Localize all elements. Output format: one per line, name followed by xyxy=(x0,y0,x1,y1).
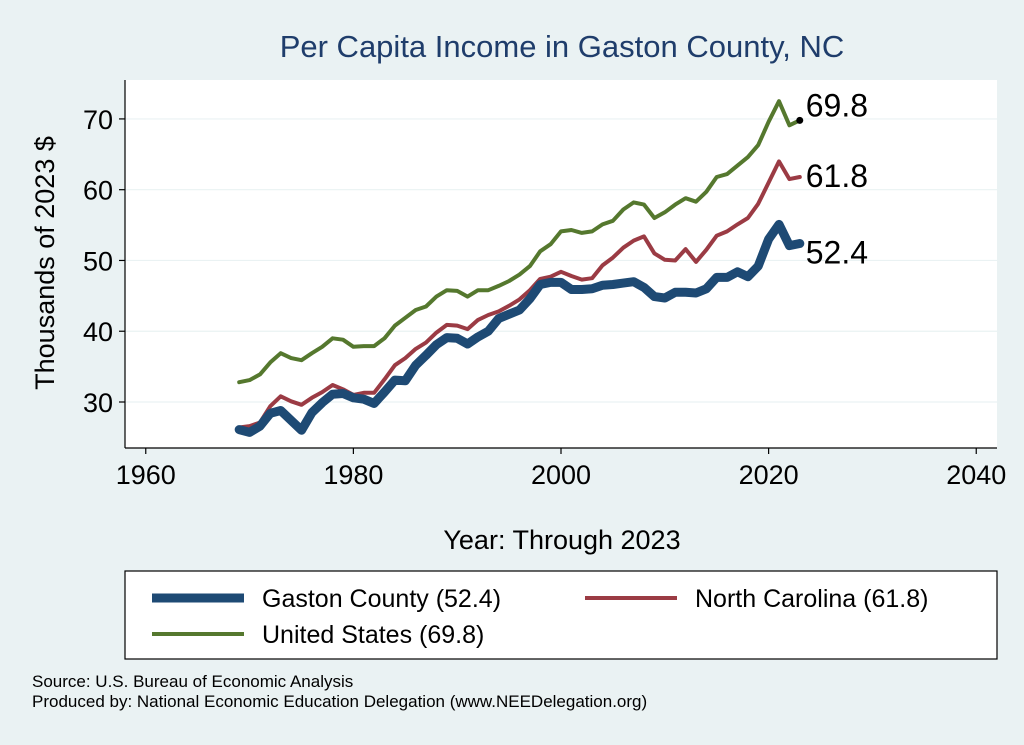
x-axis-label: Year: Through 2023 xyxy=(443,525,680,555)
xtick-label-2020: 2020 xyxy=(739,460,799,490)
legend: Gaston County (52.4) North Carolina (61.… xyxy=(124,570,998,660)
ytick-label-60: 60 xyxy=(83,176,113,206)
y-ticks: 30 40 50 60 70 xyxy=(83,105,125,418)
end-label-gaston-county: 52.4 xyxy=(806,234,868,270)
ytick-label-50: 50 xyxy=(83,246,113,276)
legend-label-gaston: Gaston County (52.4) xyxy=(262,585,501,613)
ytick-label-30: 30 xyxy=(83,388,113,418)
xtick-label-2040: 2040 xyxy=(946,460,1006,490)
x-ticks: 1960 1980 2000 2020 2040 xyxy=(116,448,1006,490)
series-line-united-states xyxy=(237,99,802,385)
producer-note: Produced by: National Economic Education… xyxy=(32,692,647,711)
y-axis-label: Thousands of 2023 $ xyxy=(30,136,60,390)
ytick-label-70: 70 xyxy=(83,105,113,135)
source-note: Source: U.S. Bureau of Economic Analysis xyxy=(32,672,353,691)
end-labels: 69.8 61.8 52.4 xyxy=(806,87,868,270)
ytick-label-40: 40 xyxy=(83,317,113,347)
legend-box xyxy=(124,570,998,660)
legend-label-north-carolina: North Carolina (61.8) xyxy=(695,585,928,613)
xtick-label-1980: 1980 xyxy=(323,460,383,490)
plot-area xyxy=(125,80,997,448)
us-endpoint-marker xyxy=(796,116,804,124)
end-label-north-carolina: 61.8 xyxy=(806,158,868,194)
series xyxy=(234,99,805,437)
chart-title: Per Capita Income in Gaston County, NC xyxy=(280,29,845,64)
series-line-north-carolina xyxy=(237,159,802,430)
xtick-label-1960: 1960 xyxy=(116,460,176,490)
legend-label-united-states: United States (69.8) xyxy=(262,621,484,649)
grid xyxy=(125,118,997,403)
end-label-united-states: 69.8 xyxy=(806,87,868,123)
xtick-label-2000: 2000 xyxy=(531,460,591,490)
series-line-gaston-county xyxy=(234,219,805,437)
